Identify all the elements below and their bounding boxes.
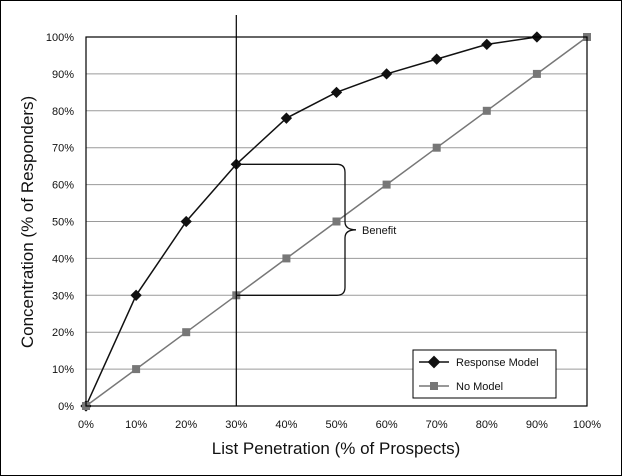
data-point-no-model	[432, 143, 441, 152]
x-tick-label: 60%	[376, 419, 398, 431]
y-tick-label: 100%	[46, 32, 74, 44]
y-tick-label: 60%	[52, 180, 74, 192]
data-point-no-model	[182, 328, 191, 337]
data-point-response-model	[330, 86, 343, 99]
data-point-response-model	[130, 289, 142, 301]
data-point-response-model	[380, 68, 393, 80]
y-tick-label: 50%	[52, 217, 74, 229]
data-point-response-model	[431, 53, 443, 65]
x-tick-label: 90%	[526, 419, 548, 431]
y-tick-label: 20%	[52, 327, 74, 339]
x-tick-label: 80%	[476, 419, 498, 431]
data-point-no-model	[482, 106, 491, 115]
data-point-response-model	[481, 38, 493, 51]
tick-labels: 0% 10% 20% 30% 40% 50% 60% 70% 80% 90% 100% 0% 10% 20…	[46, 32, 601, 431]
benefit-label: Benefit	[362, 225, 396, 237]
legend-label-no-model: No Model	[456, 381, 503, 393]
x-tick-label: 30%	[225, 419, 247, 431]
series-line-response-model	[85, 36, 538, 407]
x-tick-label: 0%	[78, 419, 94, 431]
data-point-no-model	[382, 180, 391, 189]
x-tick-label: 70%	[426, 419, 448, 431]
plot-border	[85, 36, 588, 407]
benefit-annotation: Benefit	[236, 163, 396, 296]
y-tick-label: 70%	[52, 143, 74, 155]
data-point-no-model	[132, 365, 141, 374]
y-tick-label: 40%	[52, 253, 74, 265]
y-axis-title: Concentration (% of Responders)	[18, 96, 37, 348]
legend: Response Model No Model	[412, 349, 557, 399]
y-tick-label: 90%	[52, 69, 74, 81]
y-tick-label: 10%	[52, 364, 74, 376]
x-tick-label: 50%	[325, 419, 347, 431]
legend-marker-no-model	[430, 382, 438, 390]
legend-label-response-model: Response Model	[456, 357, 539, 369]
x-axis-title: List Penetration (% of Prospects)	[212, 439, 461, 458]
data-point-no-model	[532, 69, 541, 78]
benefit-brace	[236, 163, 357, 296]
x-tick-label: 100%	[573, 419, 601, 431]
data-point-no-model	[282, 254, 291, 263]
x-tick-label: 10%	[125, 419, 147, 431]
data-point-response-model	[180, 215, 192, 228]
legend-marker-response-model	[427, 355, 441, 369]
data-point-no-model	[332, 217, 341, 226]
x-tick-label: 40%	[275, 419, 297, 431]
plot-area-border	[85, 36, 588, 407]
y-tick-label: 30%	[52, 290, 74, 302]
y-tick-label: 80%	[52, 106, 74, 118]
y-tick-label: 0%	[58, 401, 74, 413]
x-tick-label: 20%	[175, 419, 197, 431]
